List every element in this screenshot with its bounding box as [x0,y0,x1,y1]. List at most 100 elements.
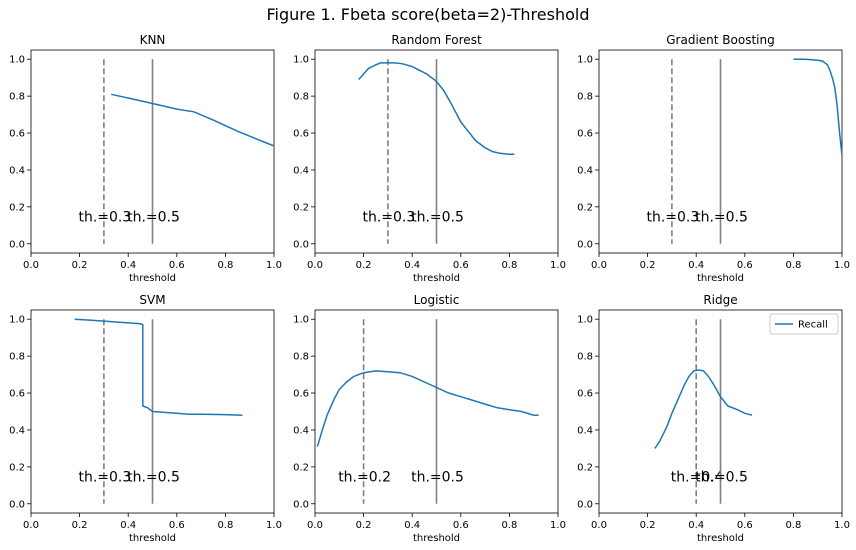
y-tick-label: 0.0 [9,239,25,250]
y-tick-label: 0.6 [577,129,593,140]
x-tick-label: 1.0 [266,260,282,271]
y-tick-label: 0.4 [9,165,25,176]
chart-title: KNN [140,33,166,47]
y-tick-label: 0.2 [577,202,593,213]
x-tick-label: 0.0 [591,520,607,531]
chart-title: Gradient Boosting [666,33,774,47]
y-tick-label: 0.2 [9,202,25,213]
x-tick-label: 1.0 [834,520,850,531]
x-tick-label: 0.8 [501,520,517,531]
series-line [654,369,753,449]
series-line [358,62,515,156]
y-tick-label: 0.6 [9,389,25,400]
threshold-label: th.=0.5 [695,210,748,226]
x-tick-label: 1.0 [834,260,850,271]
x-tick-label: 0.8 [217,260,233,271]
series-line [74,318,243,416]
chart-panel-2: Gradient Boosting 0.0 0.2 0.4 0.6 0.8 1.0 0.0 0.… [577,33,850,284]
x-tick-label: 0.4 [404,260,420,271]
x-tick-label: 0.6 [737,260,753,271]
threshold-label: th.=0.3 [78,470,131,486]
y-tick-label: 0.0 [293,499,309,510]
y-tick-label: 1.0 [293,55,309,66]
x-tick-label: 1.0 [266,520,282,531]
x-axis-label: threshold [697,273,744,284]
legend-label: Recall [798,320,828,331]
y-tick-label: 1.0 [293,315,309,326]
x-tick-label: 0.0 [591,260,607,271]
threshold-label: th.=0.5 [127,470,180,486]
y-tick-label: 0.8 [293,352,309,363]
chart-panel-0: KNN 0.0 0.2 0.4 0.6 0.8 1.0 0.0 0.2 0.4 0.6 0.8 1.0 t… [9,33,282,284]
x-tick-label: 0.4 [120,260,136,271]
x-tick-label: 0.6 [737,520,753,531]
x-axis-label: threshold [413,273,460,284]
y-tick-label: 0.6 [293,389,309,400]
chart-title: SVM [139,293,165,307]
x-tick-label: 0.0 [307,260,323,271]
y-tick-label: 0.8 [9,352,25,363]
chart-panel-4: Logistic 0.0 0.2 0.4 0.6 0.8 1.0 0.0 0.2 0.4 0.6 0.… [293,293,566,544]
x-tick-label: 0.4 [688,520,704,531]
y-tick-label: 0.4 [293,425,309,436]
x-tick-label: 0.2 [72,520,88,531]
x-tick-label: 0.0 [23,520,39,531]
chart-panel-5: Ridge 0.0 0.2 0.4 0.6 0.8 1.0 0.0 0.2 0.4 0.6 0.8 1.… [577,293,850,544]
threshold-label: th.=0.5 [695,470,748,486]
axes-frame [30,49,275,254]
x-tick-label: 0.2 [640,260,656,271]
y-tick-label: 0.6 [9,129,25,140]
y-tick-label: 0.4 [293,165,309,176]
y-tick-label: 0.4 [577,425,593,436]
y-tick-label: 1.0 [577,315,593,326]
chart-title: Ridge [703,293,737,307]
y-tick-label: 0.6 [577,389,593,400]
x-tick-label: 0.4 [404,520,420,531]
x-tick-label: 0.6 [453,260,469,271]
x-tick-label: 0.8 [217,520,233,531]
x-tick-label: 0.2 [72,260,88,271]
x-axis-label: threshold [129,273,176,284]
y-tick-label: 0.2 [9,462,25,473]
y-tick-label: 0.6 [293,129,309,140]
axes-frame [314,309,559,514]
y-tick-label: 0.0 [577,499,593,510]
y-tick-label: 1.0 [9,315,25,326]
threshold-label: th.=0.3 [646,210,699,226]
legend-box [769,313,839,335]
x-tick-label: 0.6 [169,520,185,531]
x-tick-label: 0.2 [356,520,372,531]
x-tick-label: 0.8 [785,520,801,531]
y-tick-label: 0.4 [9,425,25,436]
threshold-label: th.=0.2 [338,470,391,486]
x-tick-label: 0.8 [785,260,801,271]
y-tick-label: 0.8 [293,92,309,103]
y-tick-label: 1.0 [577,55,593,66]
x-tick-label: 0.0 [23,260,39,271]
x-tick-label: 0.6 [453,520,469,531]
x-tick-label: 0.2 [356,260,372,271]
x-tick-label: 0.4 [120,520,136,531]
y-tick-label: 0.2 [293,202,309,213]
y-tick-label: 0.8 [577,352,593,363]
x-axis-label: threshold [413,533,460,544]
legend: Recall [769,313,839,335]
x-tick-label: 0.4 [688,260,704,271]
threshold-label: th.=0.3 [362,210,415,226]
y-tick-label: 0.0 [577,239,593,250]
x-tick-label: 0.6 [169,260,185,271]
y-tick-label: 0.8 [9,92,25,103]
threshold-label: th.=0.3 [78,210,131,226]
y-tick-label: 0.2 [293,462,309,473]
x-tick-label: 0.0 [307,520,323,531]
chart-title: Logistic [414,293,460,307]
threshold-label: th.=0.4 [671,470,724,486]
x-tick-label: 1.0 [550,520,566,531]
threshold-label: th.=0.5 [411,470,464,486]
x-tick-label: 0.2 [640,520,656,531]
y-tick-label: 0.0 [9,499,25,510]
x-axis-label: threshold [697,533,744,544]
figure-title: Figure 1. Fbeta score(beta=2)-Threshold [267,5,590,24]
chart-title: Random Forest [391,33,482,47]
x-axis-label: threshold [129,533,176,544]
